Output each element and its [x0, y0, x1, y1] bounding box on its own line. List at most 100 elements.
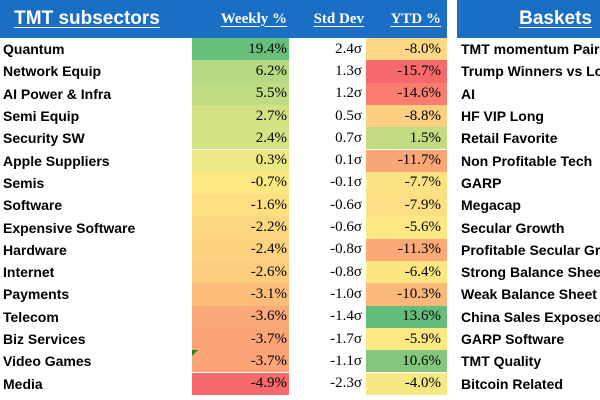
- std-dev-cell[interactable]: -0.8σ: [330, 241, 362, 258]
- basket-name-cell[interactable]: GARP: [461, 174, 502, 191]
- ytd-cell[interactable]: 10.6%: [366, 350, 447, 373]
- weekly-cell[interactable]: -1.6%: [192, 194, 289, 217]
- std-dev-cell[interactable]: 0.1σ: [335, 152, 362, 169]
- basket-name-cell[interactable]: HF VIP Long: [461, 108, 544, 125]
- basket-name-cell[interactable]: Trump Winners vs Losers: [461, 63, 600, 80]
- ytd-cell[interactable]: -8.0%: [366, 38, 447, 61]
- subsector-name-cell[interactable]: Apple Suppliers: [3, 152, 110, 169]
- weekly-header[interactable]: Weekly %: [192, 0, 289, 38]
- basket-name-cell[interactable]: China Sales Exposed: [461, 308, 600, 325]
- ytd-cell[interactable]: -4.0%: [366, 372, 447, 395]
- basket-name-cell[interactable]: Non Profitable Tech: [461, 152, 593, 169]
- std-dev-cell[interactable]: -0.1σ: [330, 174, 362, 191]
- ytd-cell[interactable]: -8.8%: [366, 104, 447, 128]
- table-row: Security SW 2.4% 0.7σ 1.5% Retail Favorite: [0, 127, 600, 150]
- subsector-name-cell[interactable]: Quantum: [3, 41, 65, 58]
- ytd-cell[interactable]: -6.4%: [366, 261, 447, 284]
- table-row: Network Equip 6.2% 1.3σ -15.7% Trump Winners…: [0, 60, 600, 83]
- ytd-cell[interactable]: -7.7%: [366, 171, 447, 195]
- basket-name-cell[interactable]: TMT momentum Pair: [461, 41, 600, 58]
- basket-name-cell[interactable]: Strong Balance Sheet: [461, 264, 600, 281]
- ytd-cell[interactable]: -5.6%: [366, 216, 447, 239]
- basket-name-cell[interactable]: Megacap: [461, 197, 521, 214]
- ytd-cell[interactable]: 1.5%: [366, 127, 447, 150]
- basket-name-cell[interactable]: Weak Balance Sheet: [461, 286, 597, 303]
- std-dev-cell[interactable]: -0.8σ: [330, 263, 362, 280]
- subsector-name-cell[interactable]: Expensive Software: [3, 219, 136, 236]
- weekly-cell[interactable]: -2.6%: [192, 261, 289, 284]
- subsector-name-cell[interactable]: AI Power & Infra: [3, 85, 112, 102]
- weekly-cell[interactable]: -3.6%: [192, 305, 289, 328]
- table-row: Semis -0.7% -0.1σ -7.7% GARP: [0, 171, 600, 195]
- table-row: Media -4.9% -2.3σ -4.0% Bitcoin Related: [0, 372, 600, 395]
- subsector-name-cell[interactable]: Payments: [3, 286, 70, 303]
- subsector-name-cell[interactable]: Biz Services: [3, 331, 86, 348]
- std-dev-cell[interactable]: -1.0σ: [330, 285, 362, 302]
- std-dev-header[interactable]: Std Dev: [289, 0, 366, 38]
- std-dev-cell[interactable]: 2.4σ: [335, 40, 362, 57]
- subsector-name-cell[interactable]: Hardware: [3, 241, 67, 258]
- weekly-cell[interactable]: 6.2%: [192, 60, 289, 83]
- basket-name-cell[interactable]: GARP Software: [461, 331, 565, 348]
- subsector-name-cell[interactable]: Internet: [3, 264, 55, 281]
- weekly-cell[interactable]: -3.7%: [192, 350, 289, 373]
- subsector-name-cell[interactable]: Media: [3, 375, 43, 392]
- ytd-cell[interactable]: -14.6%: [366, 82, 447, 105]
- weekly-cell[interactable]: 5.5%: [192, 82, 289, 105]
- std-dev-cell[interactable]: 0.5σ: [335, 107, 362, 124]
- ytd-cell[interactable]: -10.3%: [366, 283, 447, 306]
- subsector-name-cell[interactable]: Security SW: [3, 130, 85, 147]
- basket-name-cell[interactable]: TMT Quality: [461, 353, 542, 370]
- table-row: Payments -3.1% -1.0σ -10.3% Weak Balance She…: [0, 283, 600, 306]
- weekly-cell[interactable]: -0.7%: [192, 171, 289, 195]
- std-dev-cell[interactable]: 0.7σ: [335, 129, 362, 146]
- std-dev-cell[interactable]: -1.7σ: [330, 330, 362, 347]
- table-row: Biz Services -3.7% -1.7σ -5.9% GARP Software: [0, 327, 600, 351]
- basket-name-cell[interactable]: Secular Growth: [461, 219, 565, 236]
- weekly-cell[interactable]: 2.4%: [192, 127, 289, 150]
- std-dev-cell[interactable]: -0.6σ: [330, 196, 362, 213]
- table-row: Expensive Software -2.2% -0.6σ -5.6% Secular…: [0, 216, 600, 239]
- table-row: Semi Equip 2.7% 0.5σ -8.8% HF VIP Long: [0, 104, 600, 128]
- table-row: Hardware -2.4% -0.8σ -11.3% Profitable Secul…: [0, 238, 600, 261]
- basket-name-cell[interactable]: Retail Favorite: [461, 130, 558, 147]
- basket-name-cell[interactable]: Profitable Secular Growth: [461, 241, 600, 258]
- ytd-cell[interactable]: -11.3%: [366, 238, 447, 261]
- header-row: TMT subsectors Weekly % Std Dev YTD % Ba…: [0, 0, 600, 38]
- weekly-cell[interactable]: -4.9%: [192, 372, 289, 395]
- weekly-cell[interactable]: -3.7%: [192, 327, 289, 351]
- weekly-cell[interactable]: -2.4%: [192, 238, 289, 261]
- weekly-cell[interactable]: 19.4%: [192, 38, 289, 61]
- std-dev-cell[interactable]: 1.3σ: [335, 62, 362, 79]
- subsector-name-cell[interactable]: Software: [3, 197, 63, 214]
- ytd-cell[interactable]: 13.6%: [366, 305, 447, 328]
- subsector-name-cell[interactable]: Network Equip: [3, 63, 102, 80]
- baskets-header[interactable]: Baskets: [457, 0, 600, 38]
- weekly-cell[interactable]: 0.3%: [192, 149, 289, 172]
- basket-name-cell[interactable]: Bitcoin Related: [461, 375, 563, 392]
- subsector-name-cell[interactable]: Semis: [3, 174, 45, 191]
- weekly-cell[interactable]: -3.1%: [192, 283, 289, 306]
- ytd-header[interactable]: YTD %: [366, 0, 447, 38]
- ytd-cell[interactable]: -5.9%: [366, 327, 447, 351]
- subsector-name-cell[interactable]: Semi Equip: [3, 108, 80, 125]
- cell-comment-flag-icon: [192, 350, 198, 357]
- weekly-cell[interactable]: 2.7%: [192, 104, 289, 128]
- table-row: Internet -2.6% -0.8σ -6.4% Strong Balance Sh…: [0, 261, 600, 284]
- table-row: Quantum 19.4% 2.4σ -8.0% TMT momentum Pair: [0, 38, 600, 61]
- std-dev-cell[interactable]: -1.4σ: [330, 308, 362, 325]
- std-dev-cell[interactable]: 1.2σ: [335, 85, 362, 102]
- std-dev-cell[interactable]: -1.1σ: [330, 352, 362, 369]
- ytd-cell[interactable]: -11.7%: [366, 149, 447, 172]
- ytd-cell[interactable]: -15.7%: [366, 60, 447, 83]
- subsector-name-cell[interactable]: Telecom: [3, 308, 59, 325]
- table-row: Software -1.6% -0.6σ -7.9% Megacap: [0, 194, 600, 217]
- subsectors-header[interactable]: TMT subsectors: [0, 0, 192, 38]
- subsector-name-cell[interactable]: Video Games: [3, 353, 92, 370]
- basket-name-cell[interactable]: AI: [461, 85, 475, 102]
- table-row: AI Power & Infra 5.5% 1.2σ -14.6% AI: [0, 82, 600, 105]
- std-dev-cell[interactable]: -2.3σ: [330, 375, 362, 392]
- std-dev-cell[interactable]: -0.6σ: [330, 219, 362, 236]
- ytd-cell[interactable]: -7.9%: [366, 194, 447, 217]
- weekly-cell[interactable]: -2.2%: [192, 216, 289, 239]
